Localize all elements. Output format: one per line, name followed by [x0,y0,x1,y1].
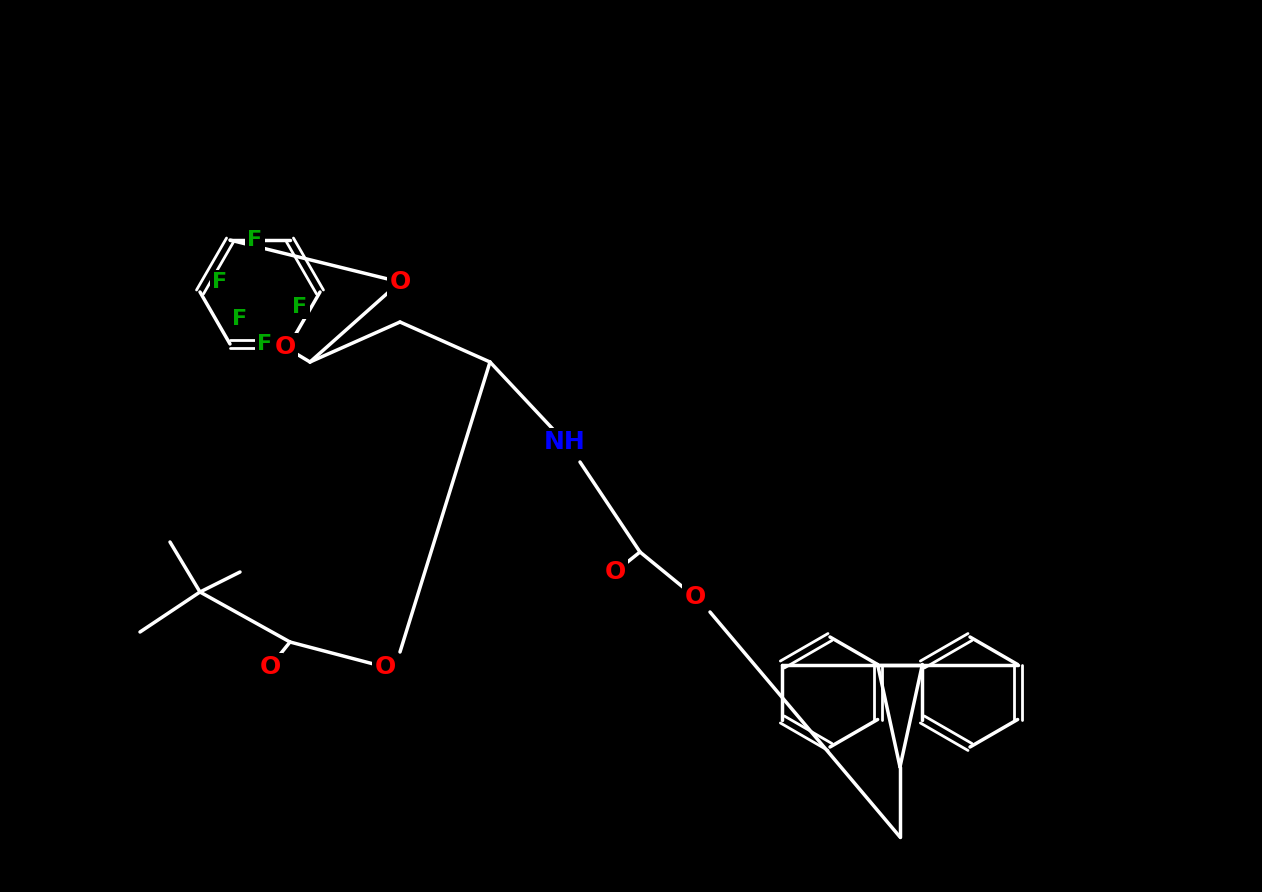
Text: O: O [390,270,410,294]
Text: NH: NH [544,430,586,454]
Text: O: O [684,585,705,609]
Text: F: F [257,334,273,354]
Text: O: O [260,655,280,679]
Text: F: F [293,297,308,317]
Text: O: O [375,655,395,679]
Text: F: F [232,309,247,329]
Text: O: O [274,335,295,359]
Text: O: O [604,560,626,584]
Text: F: F [212,272,227,292]
Text: F: F [247,230,262,250]
